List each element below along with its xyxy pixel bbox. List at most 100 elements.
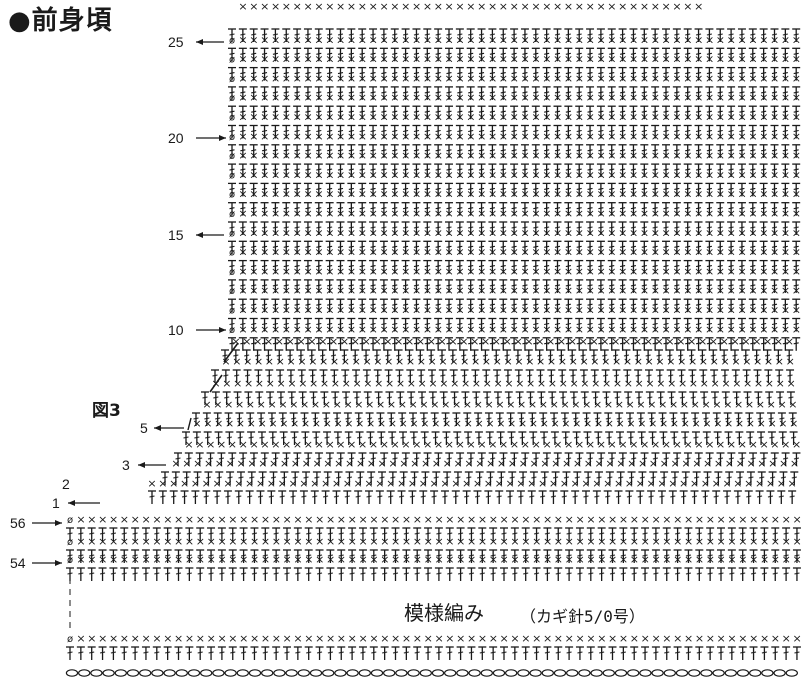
single-crochet-stitch: × xyxy=(369,53,378,66)
double-crochet-stitch xyxy=(282,47,291,62)
single-crochet-stitch: × xyxy=(542,246,551,259)
single-crochet-stitch: × xyxy=(347,284,356,297)
single-crochet-stitch: × xyxy=(705,188,714,201)
single-crochet-stitch: × xyxy=(238,53,247,66)
single-crochet-stitch: × xyxy=(358,130,367,143)
stitch-bar xyxy=(570,374,576,377)
single-crochet-stitch: × xyxy=(293,130,302,143)
single-crochet-stitch: × xyxy=(325,207,334,220)
single-crochet-stitch: × xyxy=(694,284,703,297)
single-crochet-stitch: × xyxy=(748,226,757,239)
single-crochet-stitch: × xyxy=(770,207,779,220)
single-crochet-stitch: × xyxy=(271,130,280,143)
single-crochet-stitch: × xyxy=(325,304,334,317)
page-title: ●前身頃 xyxy=(8,0,113,37)
single-crochet-stitch: × xyxy=(781,130,790,143)
single-crochet-stitch: × xyxy=(553,207,562,220)
stitch-bar xyxy=(223,374,229,377)
single-crochet-stitch: × xyxy=(651,226,660,239)
single-crochet-stitch: × xyxy=(347,304,356,317)
single-crochet-stitch: × xyxy=(607,284,616,297)
single-crochet-stitch: × xyxy=(390,111,399,124)
double-crochet-stitch xyxy=(358,28,367,42)
single-crochet-stitch: × xyxy=(466,0,475,13)
stitch-bar xyxy=(587,52,593,55)
double-crochet-stitch xyxy=(401,47,410,62)
double-crochet-stitch xyxy=(629,47,638,62)
single-crochet-stitch: × xyxy=(510,91,519,104)
single-crochet-stitch: × xyxy=(271,149,280,162)
single-crochet-stitch: × xyxy=(596,91,605,104)
stitch-bar xyxy=(327,72,333,75)
single-crochet-stitch: × xyxy=(260,207,269,220)
single-crochet-stitch: × xyxy=(466,130,475,143)
single-crochet-stitch: × xyxy=(607,72,616,85)
single-crochet-stitch: × xyxy=(390,207,399,220)
single-crochet-stitch: × xyxy=(759,188,768,201)
single-crochet-stitch: × xyxy=(575,149,584,162)
single-crochet-stitch: × xyxy=(238,246,247,259)
single-crochet-stitch: × xyxy=(651,265,660,278)
single-crochet-stitch: × xyxy=(336,265,345,278)
stitch-bar xyxy=(674,33,680,36)
single-crochet-stitch: × xyxy=(390,284,399,297)
stitch-bar xyxy=(598,33,604,36)
single-crochet-stitch: × xyxy=(488,265,497,278)
single-crochet-stitch: × xyxy=(622,335,631,348)
single-crochet-stitch: × xyxy=(737,207,746,220)
single-crochet-stitch: × xyxy=(282,207,291,220)
single-crochet-stitch: × xyxy=(499,246,508,259)
single-crochet-stitch: × xyxy=(412,72,421,85)
double-crochet-stitch xyxy=(249,28,258,42)
single-crochet-stitch: × xyxy=(347,72,356,85)
double-crochet-stitch xyxy=(466,28,475,42)
single-crochet-stitch: × xyxy=(672,72,681,85)
single-crochet-stitch: × xyxy=(553,72,562,85)
single-crochet-stitch: × xyxy=(727,323,736,336)
single-crochet-stitch: × xyxy=(531,207,540,220)
stitch-bar xyxy=(413,52,420,55)
single-crochet-stitch: × xyxy=(271,284,280,297)
single-crochet-stitch: × xyxy=(640,284,649,297)
single-crochet-stitch: × xyxy=(221,355,230,368)
double-crochet-stitch xyxy=(727,28,736,42)
single-crochet-stitch: × xyxy=(379,323,388,336)
single-crochet-stitch: × xyxy=(586,226,595,239)
single-crochet-stitch: × xyxy=(607,33,616,46)
single-crochet-stitch: × xyxy=(737,323,746,336)
single-crochet-stitch: × xyxy=(401,91,410,104)
single-crochet-stitch: × xyxy=(358,304,367,317)
single-crochet-stitch: × xyxy=(445,246,454,259)
single-crochet-stitch: × xyxy=(542,304,551,317)
single-crochet-stitch: × xyxy=(434,130,443,143)
single-crochet-stitch: × xyxy=(466,323,475,336)
single-crochet-stitch: × xyxy=(477,91,486,104)
single-crochet-stitch: × xyxy=(347,33,356,46)
stitch-bar xyxy=(728,33,734,36)
single-crochet-stitch: × xyxy=(553,246,562,259)
single-crochet-stitch: × xyxy=(520,226,529,239)
single-crochet-stitch: × xyxy=(781,111,790,124)
single-crochet-stitch: × xyxy=(607,149,616,162)
single-crochet-stitch: × xyxy=(586,188,595,201)
single-crochet-stitch: × xyxy=(238,207,247,220)
stitch-bar xyxy=(619,52,626,55)
stitch-bar xyxy=(229,72,235,75)
stitch-bar xyxy=(375,374,381,377)
double-crochet-stitch xyxy=(662,28,670,42)
single-crochet-stitch: × xyxy=(282,188,291,201)
single-crochet-stitch: × xyxy=(455,246,464,259)
single-crochet-stitch: × xyxy=(249,284,258,297)
single-crochet-stitch: × xyxy=(596,149,605,162)
single-crochet-stitch: × xyxy=(445,130,454,143)
single-crochet-stitch: × xyxy=(412,246,421,259)
stitch-bar xyxy=(283,72,289,75)
stitch-bar xyxy=(646,374,652,377)
stitch-bar xyxy=(706,52,713,55)
single-crochet-stitch: × xyxy=(434,33,443,46)
single-crochet-stitch: × xyxy=(586,304,595,317)
single-crochet-stitch: × xyxy=(770,323,779,336)
single-crochet-stitch: × xyxy=(629,265,638,278)
single-crochet-stitch: × xyxy=(434,226,443,239)
single-crochet-stitch: × xyxy=(499,323,508,336)
